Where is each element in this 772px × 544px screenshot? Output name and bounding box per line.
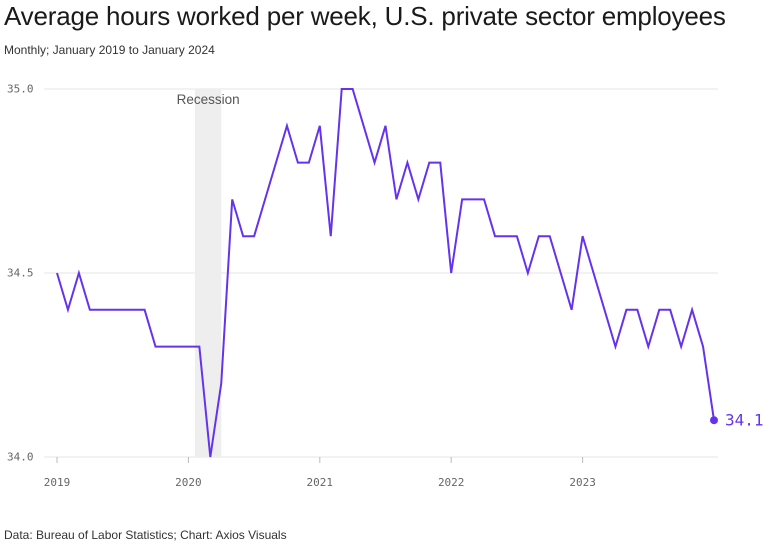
x-tick-label: 2019	[44, 476, 71, 489]
data-point	[647, 346, 649, 348]
data-point	[56, 272, 58, 274]
data-point	[417, 198, 419, 200]
series-layer	[56, 88, 718, 458]
data-point	[319, 125, 321, 127]
data-point	[297, 162, 299, 164]
data-point	[198, 346, 200, 348]
data-point	[461, 198, 463, 200]
data-point	[264, 198, 266, 200]
data-point	[450, 272, 452, 274]
chart-subtitle: Monthly; January 2019 to January 2024	[4, 43, 215, 57]
data-point	[494, 235, 496, 237]
data-point	[549, 235, 551, 237]
data-point	[593, 272, 595, 274]
x-tick-label: 2020	[175, 476, 202, 489]
data-point	[614, 346, 616, 348]
chart-title: Average hours worked per week, U.S. priv…	[4, 1, 726, 31]
annotation-layer: 34.1 Recession	[177, 92, 764, 430]
recession-band	[194, 89, 222, 457]
data-point	[669, 309, 671, 311]
data-point	[308, 162, 310, 164]
data-point	[330, 235, 332, 237]
data-point	[571, 309, 573, 311]
data-point	[286, 125, 288, 127]
data-point	[658, 309, 660, 311]
data-point	[538, 235, 540, 237]
x-tick-label: 2021	[307, 476, 334, 489]
data-point	[176, 346, 178, 348]
data-point	[89, 309, 91, 311]
data-point	[395, 198, 397, 200]
data-point	[100, 309, 102, 311]
data-point	[242, 235, 244, 237]
y-tick-label: 35.0	[7, 83, 34, 96]
data-point	[231, 198, 233, 200]
data-point	[428, 162, 430, 164]
data-point	[691, 309, 693, 311]
data-point	[527, 272, 529, 274]
x-tick-label: 2022	[438, 476, 465, 489]
data-point	[187, 346, 189, 348]
data-point	[144, 309, 146, 311]
data-point	[155, 346, 157, 348]
data-point	[560, 272, 562, 274]
data-point	[636, 309, 638, 311]
end-point-marker	[710, 416, 718, 425]
data-point	[78, 272, 80, 274]
data-point	[483, 198, 485, 200]
data-point	[122, 309, 124, 311]
data-point	[472, 198, 474, 200]
data-point	[505, 235, 507, 237]
data-point	[67, 309, 69, 311]
data-point	[582, 235, 584, 237]
data-point	[253, 235, 255, 237]
data-point	[166, 346, 168, 348]
data-point	[220, 382, 222, 384]
data-point	[341, 88, 343, 90]
gridlines	[44, 88, 718, 458]
data-point	[516, 235, 518, 237]
y-tick-label: 34.5	[7, 267, 34, 280]
recession-label: Recession	[177, 92, 240, 107]
recession-band-layer	[194, 89, 222, 457]
data-point	[604, 309, 606, 311]
data-point	[680, 346, 682, 348]
data-point	[111, 309, 113, 311]
end-value-label: 34.1	[725, 411, 764, 430]
source-note: Data: Bureau of Labor Statistics; Chart:…	[4, 528, 287, 542]
hours-series-line	[56, 88, 715, 458]
data-point	[209, 456, 211, 458]
data-point	[363, 125, 365, 127]
y-tick-label: 34.0	[7, 451, 34, 464]
data-point	[625, 309, 627, 311]
x-tick-label: 2023	[569, 476, 596, 489]
data-point	[385, 125, 387, 127]
data-point	[439, 162, 441, 164]
data-point	[275, 162, 277, 164]
data-point	[133, 309, 135, 311]
axes: 34.0 34.5 35.0 2019 2020 2021 2022 2023	[7, 83, 596, 490]
data-point	[374, 162, 376, 164]
data-point	[406, 162, 408, 164]
data-point	[702, 346, 704, 348]
data-point	[352, 88, 354, 90]
